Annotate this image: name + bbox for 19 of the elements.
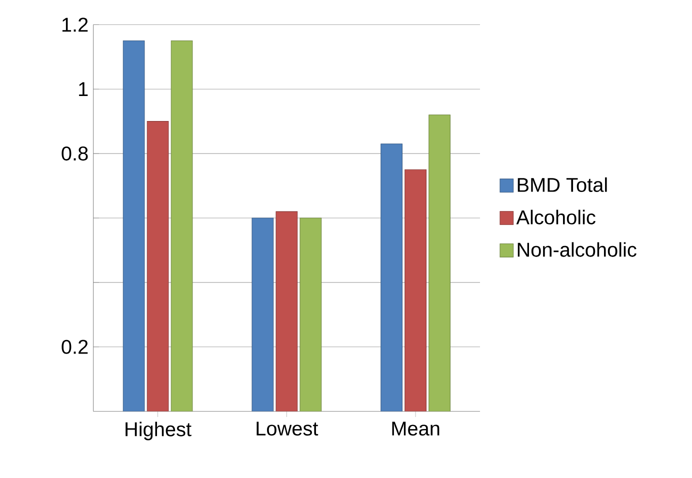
bar	[300, 218, 322, 412]
y-tick-label: 0.8	[62, 146, 88, 161]
bar	[428, 114, 450, 412]
bar	[252, 218, 274, 412]
x-tick-label: Lowest	[256, 422, 318, 436]
legend-label: BMD Total	[518, 177, 607, 192]
bar	[404, 169, 426, 412]
legend-label: Non-alcoholic	[518, 242, 636, 257]
bar	[122, 40, 145, 412]
y-tick-label: 1.2	[62, 18, 88, 32]
x-tick-label: Mean	[392, 422, 440, 436]
y-tick-label: 0.2	[62, 340, 88, 354]
bar	[276, 211, 298, 412]
bar	[146, 121, 169, 412]
y-tick-label: 1	[79, 82, 88, 96]
x-tick-label: Highest	[126, 422, 192, 440]
bar	[380, 144, 402, 412]
bar	[170, 40, 193, 412]
legend-label: Alcoholic	[516, 210, 596, 224]
